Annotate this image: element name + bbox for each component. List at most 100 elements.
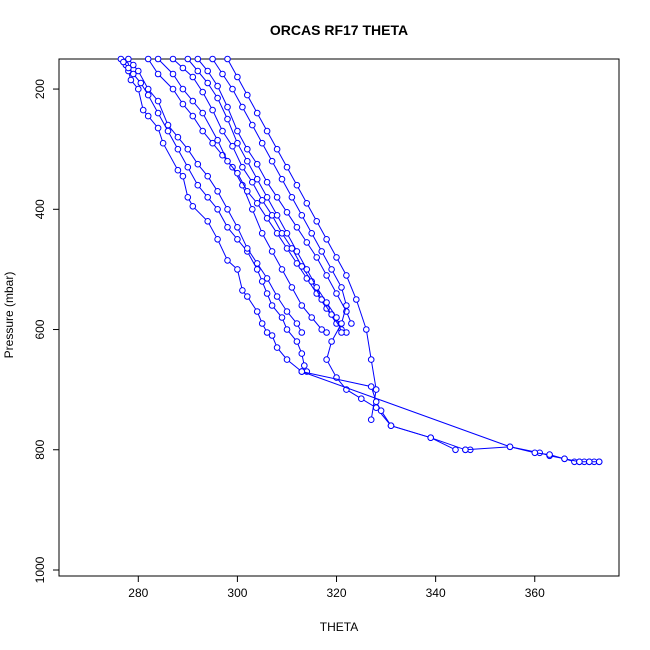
data-point — [258, 139, 266, 147]
data-point — [263, 290, 271, 297]
data-point — [189, 73, 197, 81]
chart-title: ORCAS RF17 THETA — [270, 22, 408, 38]
data-point — [234, 73, 241, 81]
data-point — [363, 326, 370, 333]
data-point — [333, 290, 340, 297]
data-point — [199, 109, 206, 117]
series-line — [147, 58, 327, 333]
data-point — [298, 212, 306, 219]
data-point — [268, 157, 276, 165]
data-point — [234, 266, 241, 273]
data-point — [125, 64, 132, 72]
data-point — [586, 458, 593, 466]
data-point — [169, 55, 177, 63]
data-point — [333, 254, 340, 261]
data-point — [253, 175, 261, 183]
data-point — [308, 230, 316, 237]
x-axis-label: THETA — [320, 620, 358, 634]
data-point — [120, 58, 127, 66]
data-point — [135, 85, 142, 93]
data-point — [338, 284, 345, 291]
data-point — [179, 64, 187, 72]
x-tick-label: 340 — [426, 586, 446, 600]
data-point — [135, 67, 142, 75]
data-point — [204, 67, 211, 75]
data-point — [268, 248, 276, 255]
data-point — [338, 320, 345, 327]
data-point — [189, 112, 197, 120]
series-11 — [298, 368, 459, 454]
data-point — [546, 451, 553, 458]
y-axis: 200 400 600 800 1000 — [33, 79, 59, 583]
data-point — [343, 272, 350, 279]
data-point — [179, 100, 187, 108]
data-point — [323, 299, 330, 306]
y-tick-label: 600 — [33, 319, 47, 339]
data-point — [506, 443, 514, 451]
data-point — [268, 332, 276, 339]
data-point — [224, 206, 231, 213]
x-tick-label: 280 — [128, 586, 148, 600]
data-point — [234, 236, 241, 243]
data-point — [199, 88, 206, 96]
data-point — [561, 455, 568, 463]
data-point — [214, 206, 221, 213]
data-point — [531, 449, 539, 457]
y-tick-label: 800 — [33, 439, 47, 459]
data-point — [303, 239, 311, 246]
data-point — [328, 338, 335, 345]
data-point — [278, 175, 286, 183]
data-point — [283, 356, 291, 363]
data-point — [273, 344, 281, 351]
data-point — [313, 218, 321, 225]
data-point — [293, 320, 301, 327]
data-point — [204, 194, 211, 201]
data-point — [258, 197, 266, 204]
data-point — [293, 338, 301, 345]
series-9 — [209, 55, 474, 454]
data-point — [209, 139, 216, 147]
data-point — [179, 85, 187, 93]
data-point — [288, 284, 296, 291]
data-point — [318, 326, 326, 333]
data-point — [239, 103, 246, 111]
data-point — [179, 172, 187, 180]
data-point — [189, 97, 197, 105]
data-point — [313, 254, 321, 261]
series-2 — [120, 58, 308, 369]
data-point — [452, 446, 459, 454]
data-point — [263, 275, 271, 282]
series-6 — [169, 55, 350, 336]
data-point — [154, 109, 162, 117]
y-tick-label: 400 — [33, 199, 47, 219]
data-point — [313, 284, 321, 291]
data-point — [139, 106, 147, 114]
data-point — [244, 157, 251, 165]
data-point — [253, 200, 261, 207]
data-point — [323, 356, 330, 363]
data-point — [194, 55, 202, 63]
data-point — [224, 157, 231, 165]
data-point — [214, 94, 221, 102]
data-point — [249, 178, 256, 186]
data-point — [224, 115, 231, 123]
data-point — [283, 308, 291, 315]
data-point — [263, 127, 271, 135]
data-point — [348, 320, 355, 327]
data-point — [298, 329, 306, 336]
data-point — [159, 139, 167, 147]
data-point — [244, 91, 251, 99]
data-point — [244, 245, 251, 252]
data-point — [184, 55, 192, 63]
data-point — [372, 398, 380, 406]
data-point — [273, 293, 281, 300]
data-point — [328, 266, 335, 273]
data-point — [234, 139, 241, 147]
x-tick-label: 320 — [327, 586, 347, 600]
data-point — [214, 236, 221, 243]
data-point — [214, 82, 221, 90]
series-layer — [117, 55, 603, 466]
data-point — [204, 79, 211, 87]
series-12 — [298, 368, 603, 466]
